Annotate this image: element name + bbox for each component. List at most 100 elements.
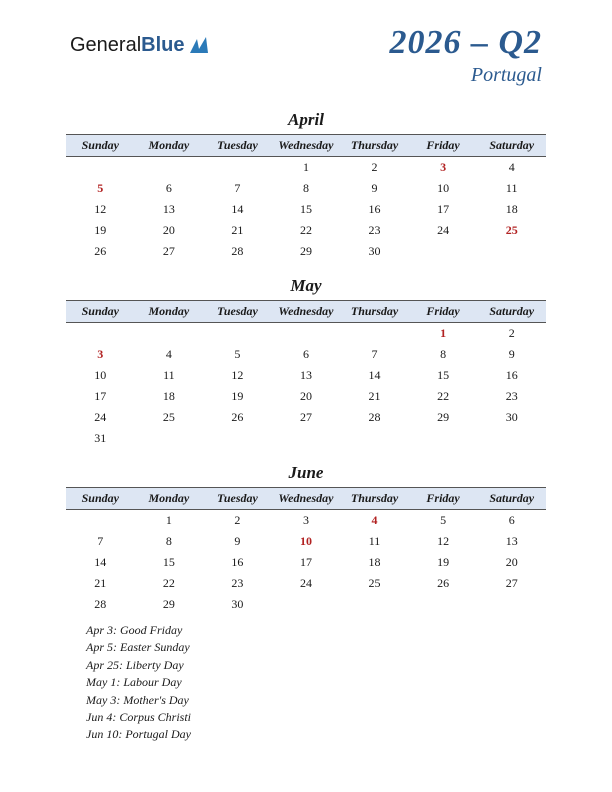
calendar-day: 9	[477, 344, 546, 365]
calendar-day: 27	[477, 573, 546, 594]
day-header: Saturday	[477, 488, 546, 510]
calendar-row: 19202122232425	[66, 220, 546, 241]
calendar-day: 7	[203, 178, 272, 199]
calendar-day: 8	[135, 531, 204, 552]
calendar-day: 17	[409, 199, 478, 220]
calendar-day: 2	[340, 157, 409, 179]
calendar-day: 7	[66, 531, 135, 552]
calendar-row: 31	[66, 428, 546, 449]
calendar-day: 18	[477, 199, 546, 220]
calendar-row: 78910111213	[66, 531, 546, 552]
day-header: Wednesday	[272, 301, 341, 323]
calendar-day: 31	[66, 428, 135, 449]
calendar-row: 17181920212223	[66, 386, 546, 407]
calendar-row: 282930	[66, 594, 546, 615]
calendar-day: 4	[340, 510, 409, 532]
month-name: April	[66, 110, 546, 130]
calendar-day: 24	[409, 220, 478, 241]
calendar-day: 1	[272, 157, 341, 179]
calendar-day: 13	[272, 365, 341, 386]
calendar-day: 21	[66, 573, 135, 594]
holiday-item: Jun 10: Portugal Day	[86, 726, 191, 743]
calendar-day: 25	[135, 407, 204, 428]
day-header: Sunday	[66, 488, 135, 510]
calendar-row: 10111213141516	[66, 365, 546, 386]
calendar-day	[135, 323, 204, 345]
month-name: June	[66, 463, 546, 483]
calendar-row: 24252627282930	[66, 407, 546, 428]
calendar-day	[409, 428, 478, 449]
day-header: Monday	[135, 488, 204, 510]
calendar-day: 4	[135, 344, 204, 365]
calendar-day: 7	[340, 344, 409, 365]
calendar-day: 21	[340, 386, 409, 407]
calendar-day: 22	[272, 220, 341, 241]
logo: GeneralBlue	[70, 34, 210, 57]
calendar-day: 20	[135, 220, 204, 241]
calendar-day: 18	[340, 552, 409, 573]
month-may: MaySundayMondayTuesdayWednesdayThursdayF…	[66, 276, 546, 449]
day-header: Tuesday	[203, 301, 272, 323]
month-name: May	[66, 276, 546, 296]
calendar-day: 23	[203, 573, 272, 594]
calendar-day: 6	[135, 178, 204, 199]
calendar-day: 24	[272, 573, 341, 594]
calendar-row: 567891011	[66, 178, 546, 199]
calendar-day: 20	[272, 386, 341, 407]
day-header: Friday	[409, 135, 478, 157]
calendar-day: 23	[340, 220, 409, 241]
calendar-day: 5	[409, 510, 478, 532]
calendar-day	[340, 428, 409, 449]
calendar-day: 27	[135, 241, 204, 262]
calendar-day: 29	[409, 407, 478, 428]
calendar-day: 8	[409, 344, 478, 365]
calendar-day	[340, 594, 409, 615]
month-april: April SundayMondayTuesdayWednesdayThursda…	[66, 110, 546, 262]
calendar-day: 1	[409, 323, 478, 345]
calendar-day: 10	[272, 531, 341, 552]
calendar-day: 22	[409, 386, 478, 407]
calendar-day: 22	[135, 573, 204, 594]
day-header: Friday	[409, 301, 478, 323]
calendar-day: 19	[409, 552, 478, 573]
calendar-day: 13	[135, 199, 204, 220]
day-header: Tuesday	[203, 135, 272, 157]
month-june: JuneSundayMondayTuesdayWednesdayThursday…	[66, 463, 546, 615]
calendar-day: 14	[203, 199, 272, 220]
calendar-day: 30	[477, 407, 546, 428]
calendar-day: 10	[409, 178, 478, 199]
day-header: Thursday	[340, 301, 409, 323]
calendar-day: 5	[203, 344, 272, 365]
holiday-item: Jun 4: Corpus Christi	[86, 709, 191, 726]
day-header: Wednesday	[272, 135, 341, 157]
day-header: Wednesday	[272, 488, 341, 510]
day-header: Thursday	[340, 135, 409, 157]
calendar-day: 6	[272, 344, 341, 365]
calendar-row: 2627282930	[66, 241, 546, 262]
calendar-day: 13	[477, 531, 546, 552]
calendar-day: 1	[135, 510, 204, 532]
calendar-day: 27	[272, 407, 341, 428]
day-header: Monday	[135, 135, 204, 157]
day-header: Sunday	[66, 301, 135, 323]
day-header: Thursday	[340, 488, 409, 510]
calendar-day: 16	[477, 365, 546, 386]
calendar-day: 14	[340, 365, 409, 386]
title-sub: Portugal	[389, 64, 542, 87]
calendar-day: 9	[340, 178, 409, 199]
calendar-day: 26	[66, 241, 135, 262]
calendar-day	[272, 323, 341, 345]
day-header: Friday	[409, 488, 478, 510]
calendar-day: 19	[66, 220, 135, 241]
calendar-day: 25	[340, 573, 409, 594]
calendar-day: 25	[477, 220, 546, 241]
holiday-item: May 3: Mother's Day	[86, 692, 191, 709]
calendar-day: 26	[409, 573, 478, 594]
calendar-day: 19	[203, 386, 272, 407]
day-header: Sunday	[66, 135, 135, 157]
calendar-day: 6	[477, 510, 546, 532]
calendar-day: 3	[272, 510, 341, 532]
calendar-day	[477, 594, 546, 615]
calendar-day: 15	[272, 199, 341, 220]
calendar-day: 11	[135, 365, 204, 386]
